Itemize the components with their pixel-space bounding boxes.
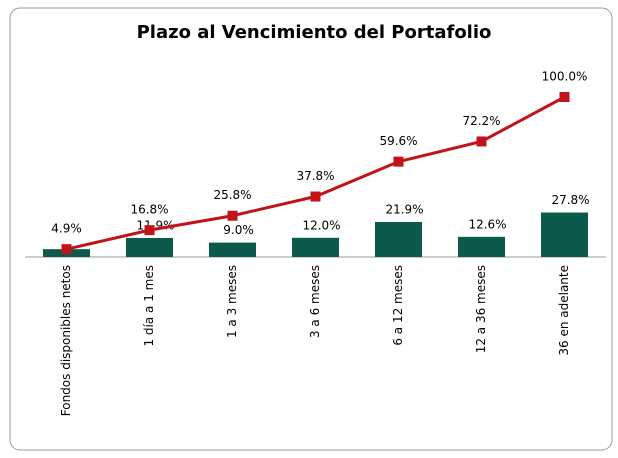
x-tick-label: Fondos disponibles netos bbox=[59, 265, 73, 416]
bar bbox=[209, 242, 256, 257]
bar bbox=[458, 236, 505, 257]
line-marker bbox=[393, 156, 404, 167]
line-marker bbox=[476, 136, 487, 147]
chart-border bbox=[9, 7, 613, 451]
line-marker bbox=[227, 210, 238, 221]
bar-value-label: 9.0% bbox=[223, 223, 254, 237]
x-tick-label: 6 a 12 meses bbox=[391, 265, 405, 346]
x-tick-label: 1 a 3 meses bbox=[225, 265, 239, 338]
bar bbox=[126, 237, 173, 257]
line-value-label: 37.8% bbox=[296, 169, 334, 183]
x-tick-label: 1 día a 1 mes bbox=[142, 265, 156, 347]
x-tick-label: 12 a 36 meses bbox=[474, 265, 488, 353]
line-value-label: 100.0% bbox=[542, 70, 588, 84]
line-value-label: 4.9% bbox=[51, 222, 82, 236]
x-tick-label: 36 en adelante bbox=[557, 265, 571, 356]
line-marker bbox=[144, 225, 155, 236]
chart-title: Plazo al Vencimiento del Portafolio bbox=[137, 22, 492, 43]
bar-value-label: 27.8% bbox=[551, 193, 589, 207]
bar bbox=[541, 212, 588, 257]
x-tick-label: 3 a 6 meses bbox=[308, 265, 322, 338]
line-value-label: 59.6% bbox=[379, 134, 417, 148]
bar bbox=[375, 221, 422, 257]
line-value-label: 16.8% bbox=[130, 203, 168, 217]
bar bbox=[292, 237, 339, 257]
bar-value-label: 12.6% bbox=[468, 217, 506, 231]
line-value-label: 72.2% bbox=[462, 114, 500, 128]
bar-value-label: 21.9% bbox=[385, 202, 423, 216]
line-value-label: 25.8% bbox=[213, 188, 251, 202]
line-marker bbox=[559, 92, 570, 102]
line-marker bbox=[310, 191, 321, 202]
line-marker bbox=[61, 244, 72, 255]
bar-value-label: 12.0% bbox=[302, 218, 340, 232]
